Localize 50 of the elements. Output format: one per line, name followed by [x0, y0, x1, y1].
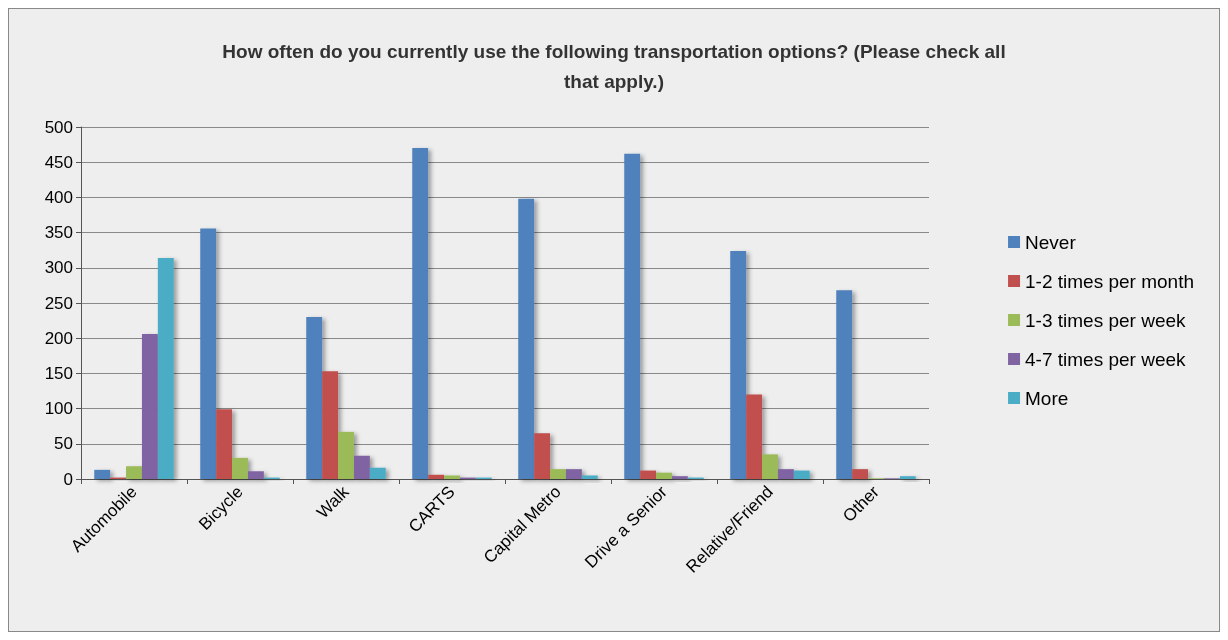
bar: [518, 198, 535, 479]
y-tick-label: 250: [44, 293, 73, 313]
legend-label: 1-3 times per week: [1025, 309, 1187, 331]
y-tick-label: 100: [44, 399, 73, 419]
legend-label: 4-7 times per week: [1025, 348, 1187, 370]
bar: [624, 153, 641, 479]
bar: [338, 431, 354, 479]
legend-label: Never: [1025, 231, 1077, 253]
y-tick-label: 500: [44, 117, 73, 137]
y-tick-label: 350: [44, 223, 73, 243]
y-tick-label: 200: [44, 328, 73, 348]
bar: [793, 470, 810, 479]
bar: [534, 433, 551, 479]
bar: [640, 470, 657, 479]
bar: [428, 474, 445, 479]
bar: [412, 148, 429, 479]
bar: [852, 469, 869, 479]
bar: [899, 476, 916, 479]
bar: [777, 469, 794, 479]
bar: [671, 476, 688, 479]
y-tick-label: 450: [44, 152, 73, 172]
y-tick-label: 0: [63, 469, 73, 489]
bar: [746, 394, 763, 479]
bar: [836, 290, 853, 479]
bar: [94, 469, 111, 479]
bar: [656, 472, 672, 479]
bar: [730, 250, 747, 479]
bar: [306, 317, 323, 479]
legend-label: More: [1025, 387, 1069, 409]
bar: [200, 228, 217, 479]
bar: [369, 467, 386, 479]
bar: [232, 457, 248, 479]
bar: [762, 454, 778, 479]
y-tick-label: 300: [44, 258, 73, 278]
bar: [157, 257, 174, 479]
bar: [581, 475, 598, 479]
y-tick-label: 150: [44, 363, 73, 383]
bar: [444, 475, 460, 479]
bar: [550, 469, 566, 479]
legend-label: 1-2 times per month: [1025, 270, 1195, 292]
bar: [353, 455, 370, 479]
bar: [247, 471, 264, 479]
bar: [322, 371, 339, 479]
bar: [216, 409, 233, 479]
bar: [565, 469, 582, 479]
chart-title: How often do you currently use the following transportation options? (Please check all that apply.): [222, 40, 1006, 92]
y-tick-label: 50: [54, 434, 73, 454]
bar: [141, 333, 158, 479]
y-tick-label: 400: [44, 187, 73, 207]
bar: [126, 466, 142, 479]
